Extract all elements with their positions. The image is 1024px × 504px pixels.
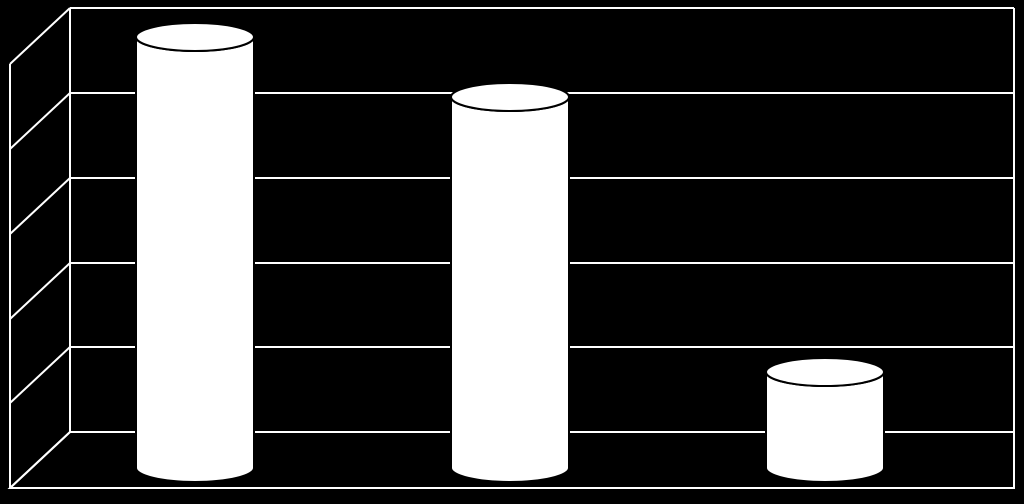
cylinder-body (766, 372, 884, 482)
cylinder-top-cap (136, 23, 254, 51)
cylinder-top-cap (766, 358, 884, 386)
cylinder-top-cap (451, 83, 569, 111)
cylinder-bar (136, 23, 254, 482)
cylinder-bar (766, 358, 884, 482)
cylinder-body (451, 97, 569, 482)
cylinder-body (136, 37, 254, 482)
cylinder-bar-chart (0, 0, 1024, 504)
cylinder-bar (451, 83, 569, 482)
